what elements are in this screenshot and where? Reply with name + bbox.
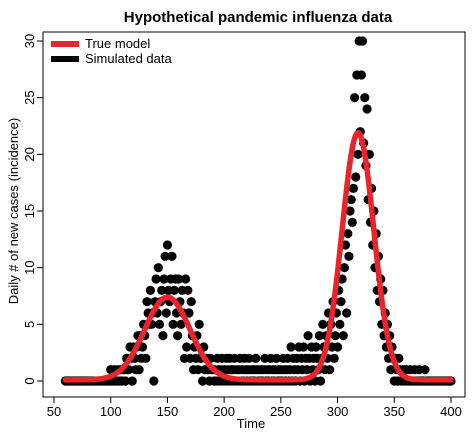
data-point xyxy=(157,285,167,295)
data-point xyxy=(186,297,196,307)
data-point xyxy=(346,195,356,205)
data-point xyxy=(251,353,261,363)
data-point xyxy=(167,251,177,261)
model-curve xyxy=(62,130,454,383)
data-point xyxy=(160,251,170,261)
x-tick-label: 150 xyxy=(157,404,179,419)
data-point xyxy=(182,342,192,352)
x-tick-label: 200 xyxy=(213,404,235,419)
data-point xyxy=(342,308,352,318)
x-tick-label: 300 xyxy=(327,404,349,419)
data-point xyxy=(343,229,353,239)
data-point xyxy=(357,36,368,46)
x-axis-label: Time xyxy=(237,416,265,431)
data-point xyxy=(420,365,430,375)
data-point xyxy=(330,331,340,341)
data-point xyxy=(339,263,349,273)
y-tick-label: 15 xyxy=(22,204,37,218)
data-point xyxy=(362,104,372,114)
data-point xyxy=(344,251,354,261)
data-point xyxy=(311,342,321,352)
plot-area: 50 100 150 200 250 300 350 400 0 5 10 15 20 25 30 True … xyxy=(22,31,466,419)
x-tick-label: 100 xyxy=(100,404,122,419)
legend-label: True model xyxy=(85,36,150,51)
data-point xyxy=(151,274,161,284)
data-point xyxy=(142,297,152,307)
y-tick-label: 5 xyxy=(22,321,37,328)
data-point xyxy=(351,172,361,182)
data-point xyxy=(345,206,355,216)
data-point xyxy=(127,376,137,386)
y-tick-label: 20 xyxy=(22,147,37,161)
data-point xyxy=(303,331,313,341)
x-tick-label: 50 xyxy=(47,404,61,419)
y-tick-label: 10 xyxy=(22,260,37,274)
data-point xyxy=(183,285,193,295)
data-point xyxy=(184,308,194,318)
data-point xyxy=(347,217,357,227)
data-point xyxy=(193,365,203,375)
data-point xyxy=(158,331,168,341)
chart-title: Hypothetical pandemic influenza data xyxy=(124,9,393,26)
data-point xyxy=(154,319,165,329)
data-point xyxy=(134,365,144,375)
data-point xyxy=(145,285,156,295)
data-point xyxy=(348,183,359,193)
data-point xyxy=(337,274,347,284)
x-tick-label: 350 xyxy=(383,404,405,419)
data-point xyxy=(298,342,309,352)
data-point xyxy=(286,342,296,352)
data-point xyxy=(176,319,186,329)
data-point xyxy=(360,93,370,103)
data-point xyxy=(197,376,208,386)
data-point xyxy=(271,353,281,363)
y-tick-label: 0 xyxy=(22,377,37,384)
data-point xyxy=(194,319,204,329)
x-tick-label: 400 xyxy=(440,404,462,419)
data-point xyxy=(162,240,173,250)
data-point xyxy=(173,331,183,341)
data-point xyxy=(356,70,366,80)
data-point xyxy=(174,274,184,284)
data-point xyxy=(329,353,339,363)
data-point xyxy=(349,93,360,103)
y-tick-label: 30 xyxy=(22,34,37,48)
data-point xyxy=(314,331,325,341)
data-point xyxy=(338,331,348,341)
data-point xyxy=(159,274,169,284)
data-point xyxy=(141,353,151,363)
data-point xyxy=(161,308,171,318)
data-point xyxy=(149,376,159,386)
data-point xyxy=(315,376,326,386)
data-point xyxy=(180,274,191,284)
plot-frame xyxy=(42,31,466,398)
data-point xyxy=(335,319,345,329)
data-point xyxy=(153,263,163,273)
y-tick-label: 25 xyxy=(22,90,37,104)
data-point xyxy=(325,365,335,375)
data-point xyxy=(318,319,328,329)
data-point xyxy=(120,376,131,386)
data-point xyxy=(332,342,343,352)
data-point xyxy=(168,319,178,329)
data-point xyxy=(336,297,346,307)
y-axis-label: Daily # of new cases (incidence) xyxy=(6,118,21,304)
legend-label: Simulated data xyxy=(85,51,172,66)
x-tick-label: 250 xyxy=(270,404,292,419)
data-point xyxy=(244,353,254,363)
data-point xyxy=(353,149,363,159)
data-point xyxy=(169,285,179,295)
